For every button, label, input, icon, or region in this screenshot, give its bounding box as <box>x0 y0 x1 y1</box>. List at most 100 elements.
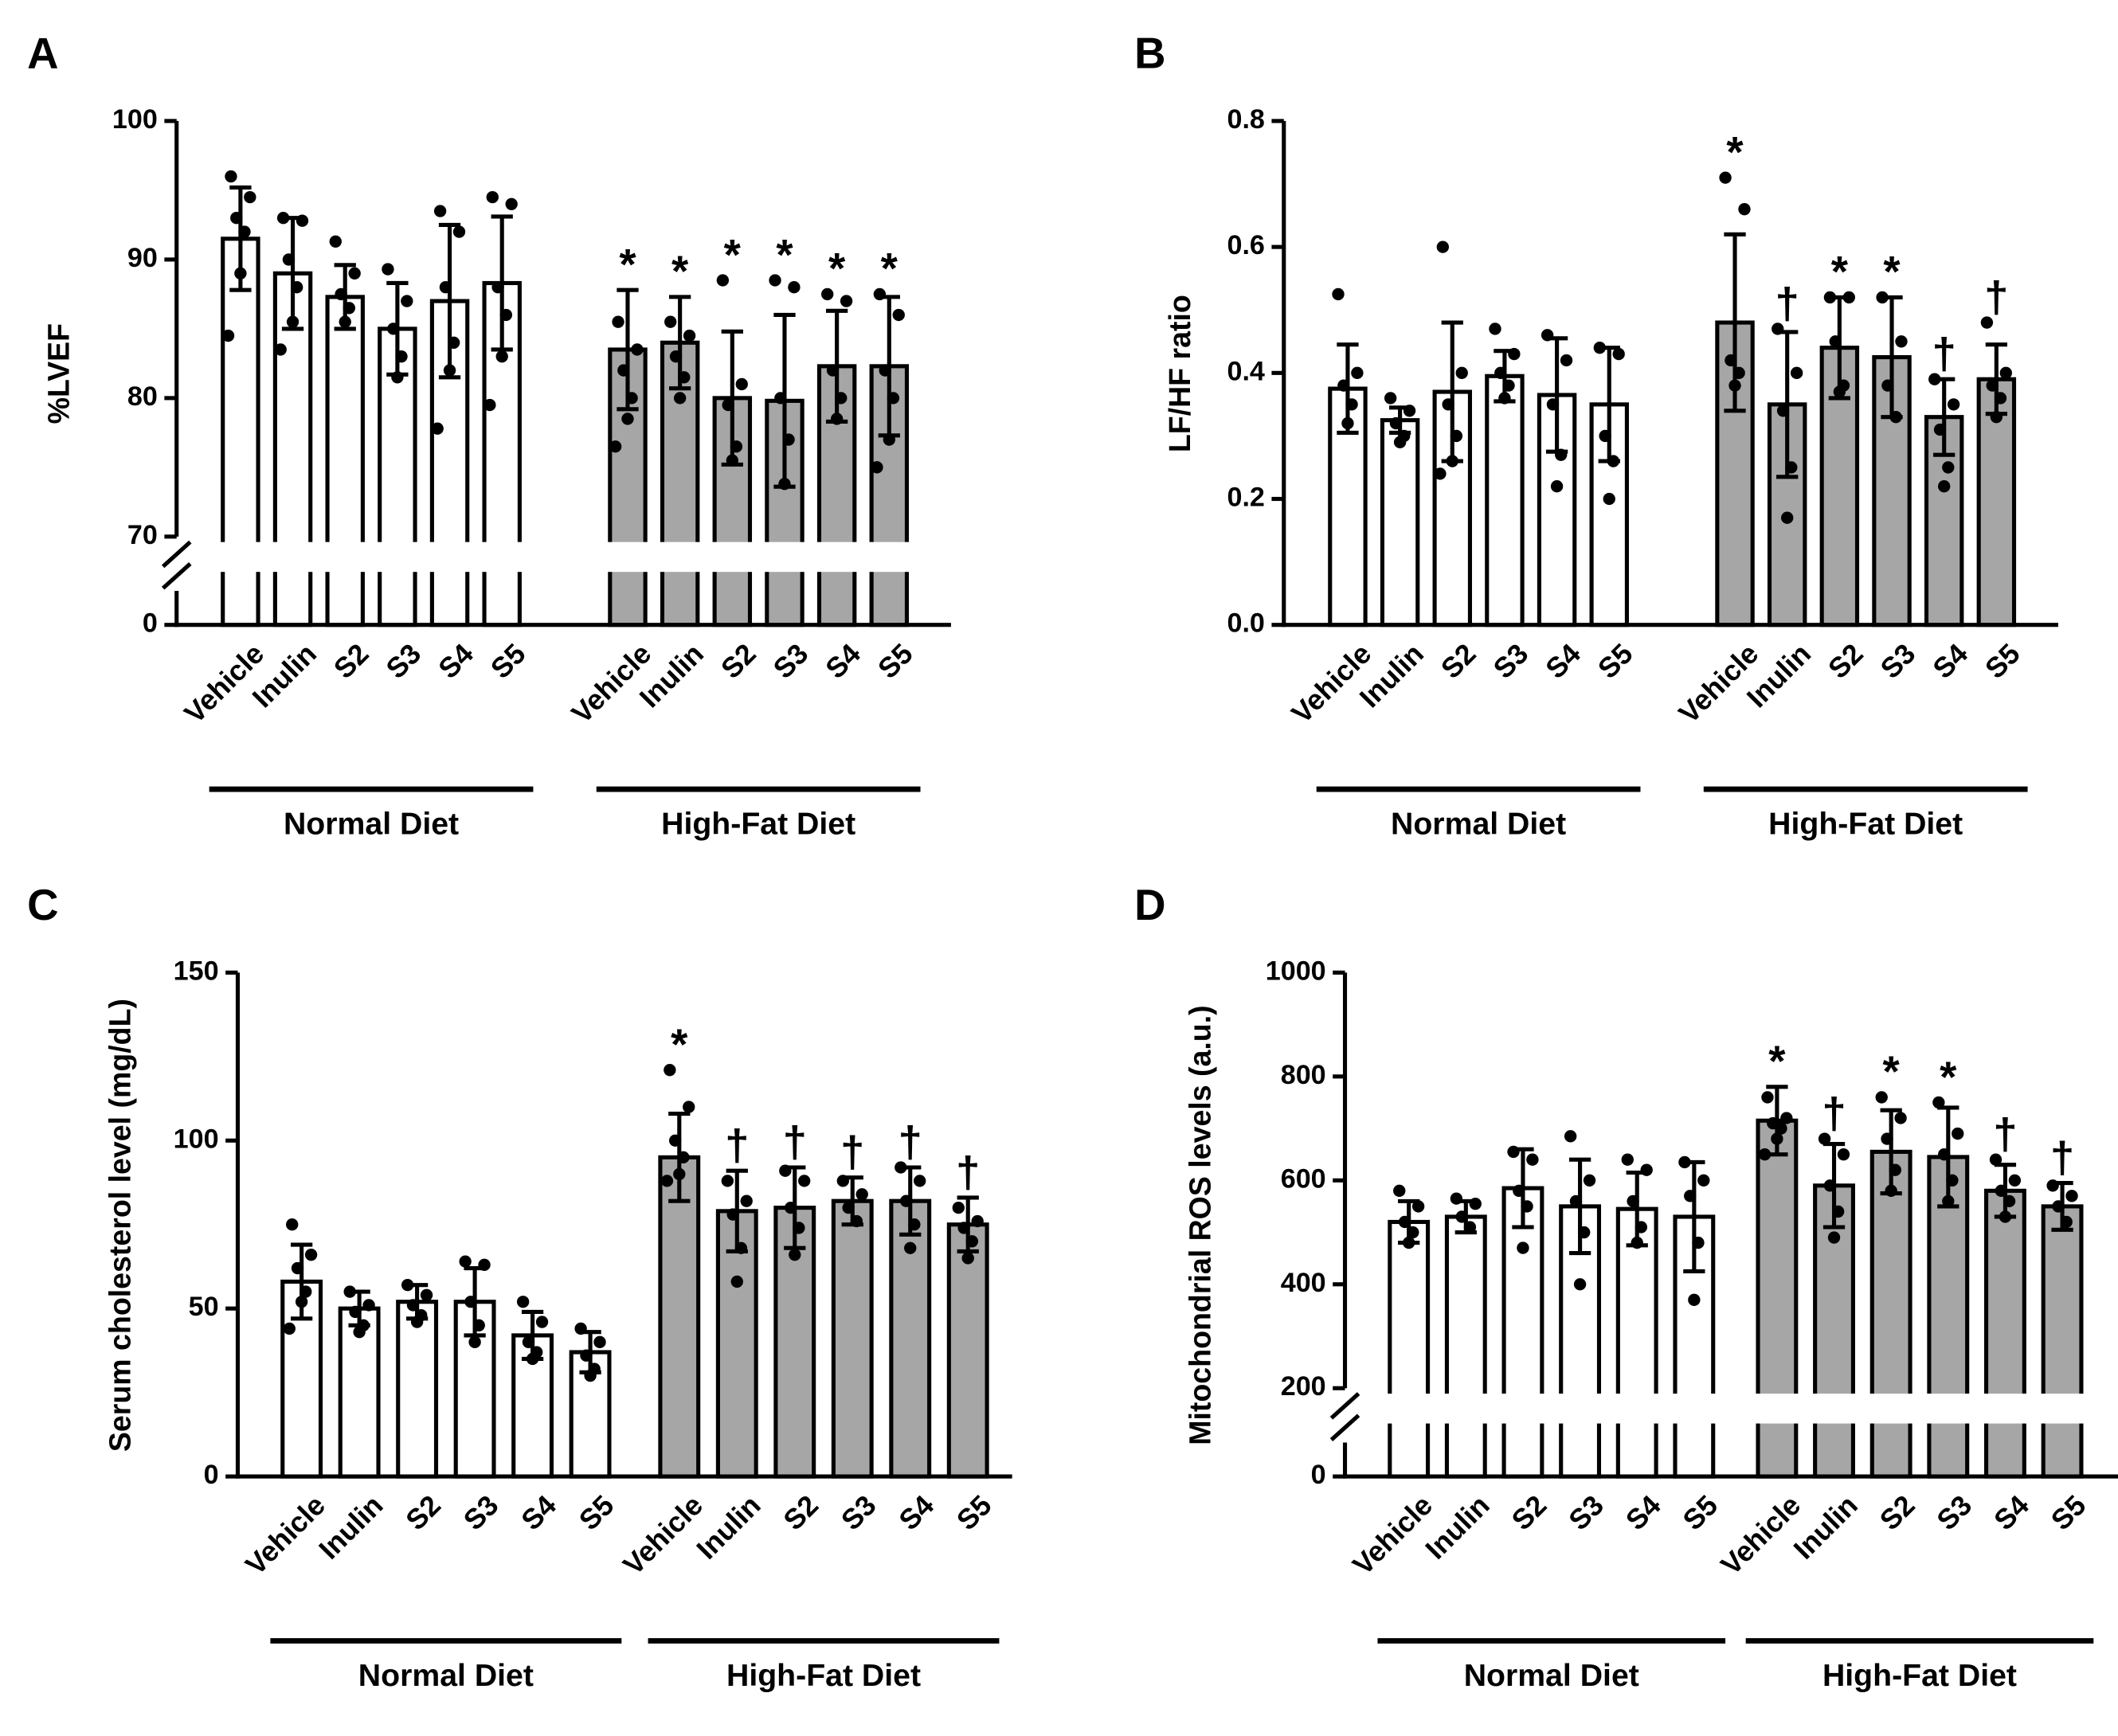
data-point <box>1995 1184 2007 1198</box>
data-point <box>1603 492 1615 506</box>
data-point <box>683 329 696 342</box>
significance-mark: † <box>1932 330 1956 378</box>
data-point <box>1593 342 1606 354</box>
panel-label: C <box>27 881 58 929</box>
significance-mark: * <box>1883 1047 1901 1096</box>
data-point <box>1678 1155 1691 1169</box>
significance-mark: † <box>1822 1089 1846 1137</box>
axis-break-mark <box>1329 1392 1360 1420</box>
data-point <box>1411 1200 1425 1213</box>
data-point <box>1684 1190 1697 1202</box>
data-point <box>961 1252 974 1265</box>
data-point <box>1823 291 1837 304</box>
x-tick-label: S2 <box>1822 638 1869 685</box>
data-point <box>495 350 508 363</box>
data-point <box>735 377 748 391</box>
data-point <box>798 1175 811 1187</box>
data-point <box>664 1063 676 1077</box>
y-tick-label: 0.6 <box>1227 230 1264 260</box>
data-point <box>871 461 883 474</box>
group-label: High-Fat Diet <box>1822 1658 2017 1693</box>
data-point <box>1989 1153 2003 1166</box>
data-point <box>1455 366 1468 379</box>
significance-mark: * <box>1883 248 1901 296</box>
data-point <box>673 392 687 405</box>
data-point <box>464 1296 477 1308</box>
data-point <box>299 1285 312 1298</box>
x-tick-label: S5 <box>484 638 531 685</box>
data-point <box>730 1275 743 1288</box>
x-tick-label: S2 <box>1873 1489 1920 1536</box>
data-point <box>1938 480 1951 493</box>
x-tick-label: S3 <box>380 638 427 685</box>
data-point <box>1450 1192 1463 1205</box>
data-point <box>1785 461 1798 474</box>
data-point <box>1980 316 1994 329</box>
data-point <box>726 1208 739 1221</box>
data-point <box>1635 1221 1648 1234</box>
x-tick-label: S4 <box>1927 638 1974 685</box>
x-tick-label: S5 <box>2045 1489 2092 1536</box>
data-point <box>830 412 844 425</box>
data-point <box>1842 291 1855 304</box>
data-point <box>1790 366 1803 379</box>
data-point <box>395 350 408 363</box>
data-point <box>1895 335 1908 348</box>
significance-mark: † <box>898 1117 922 1166</box>
data-point <box>908 1218 921 1231</box>
data-point <box>1578 1226 1591 1239</box>
bar <box>1615 1206 1658 1479</box>
data-point <box>2052 1200 2065 1213</box>
group-label: Normal Diet <box>1391 806 1566 841</box>
data-point <box>1621 1153 1634 1166</box>
data-point <box>1990 411 2003 424</box>
data-point <box>1494 366 1507 379</box>
x-tick-label: Vehicle <box>1347 1489 1439 1582</box>
y-tick-label: 1000 <box>1266 956 1326 986</box>
data-point <box>593 1335 606 1349</box>
axis-break-gap <box>1347 1394 2118 1424</box>
data-point <box>1393 1184 1406 1198</box>
data-point <box>726 454 738 467</box>
data-point <box>1389 416 1403 430</box>
data-point <box>1725 354 1737 367</box>
data-point <box>295 1296 308 1308</box>
y-tick-label: 0 <box>204 1460 219 1490</box>
data-point <box>584 1369 597 1382</box>
data-point <box>1758 1148 1772 1161</box>
y-tick-label: 0.0 <box>1227 608 1264 639</box>
y-tick-label: 50 <box>189 1292 219 1322</box>
data-point <box>329 235 342 248</box>
data-point <box>420 1288 433 1301</box>
data-point <box>2065 1190 2078 1202</box>
data-point <box>1631 1236 1643 1249</box>
x-tick-label: Inulin <box>691 1489 767 1566</box>
data-point <box>1942 461 1955 474</box>
error-bar <box>438 222 461 380</box>
data-point <box>433 205 447 217</box>
bar <box>1444 1214 1487 1479</box>
data-point <box>673 1167 686 1181</box>
bar <box>715 1209 758 1479</box>
data-point <box>499 308 513 322</box>
data-point <box>382 263 394 276</box>
data-point <box>1772 323 1784 335</box>
data-point <box>904 1241 917 1254</box>
data-point <box>1517 1241 1529 1254</box>
x-tick-label: Inulin <box>1419 1489 1496 1566</box>
bar <box>1501 1186 1544 1479</box>
data-point <box>1434 467 1447 480</box>
x-tick-label: S2 <box>714 638 761 685</box>
data-point <box>1446 455 1458 467</box>
data-point <box>516 1296 530 1308</box>
data-point <box>580 1349 593 1362</box>
data-point <box>1341 416 1354 430</box>
data-point <box>1986 379 1999 392</box>
y-tick-label: 80 <box>127 381 158 412</box>
data-point <box>1827 1231 1841 1244</box>
data-point <box>1550 480 1564 493</box>
data-point <box>472 1319 485 1331</box>
x-tick-label: S5 <box>1979 638 2026 685</box>
data-point <box>283 1322 296 1335</box>
data-point <box>431 422 444 435</box>
